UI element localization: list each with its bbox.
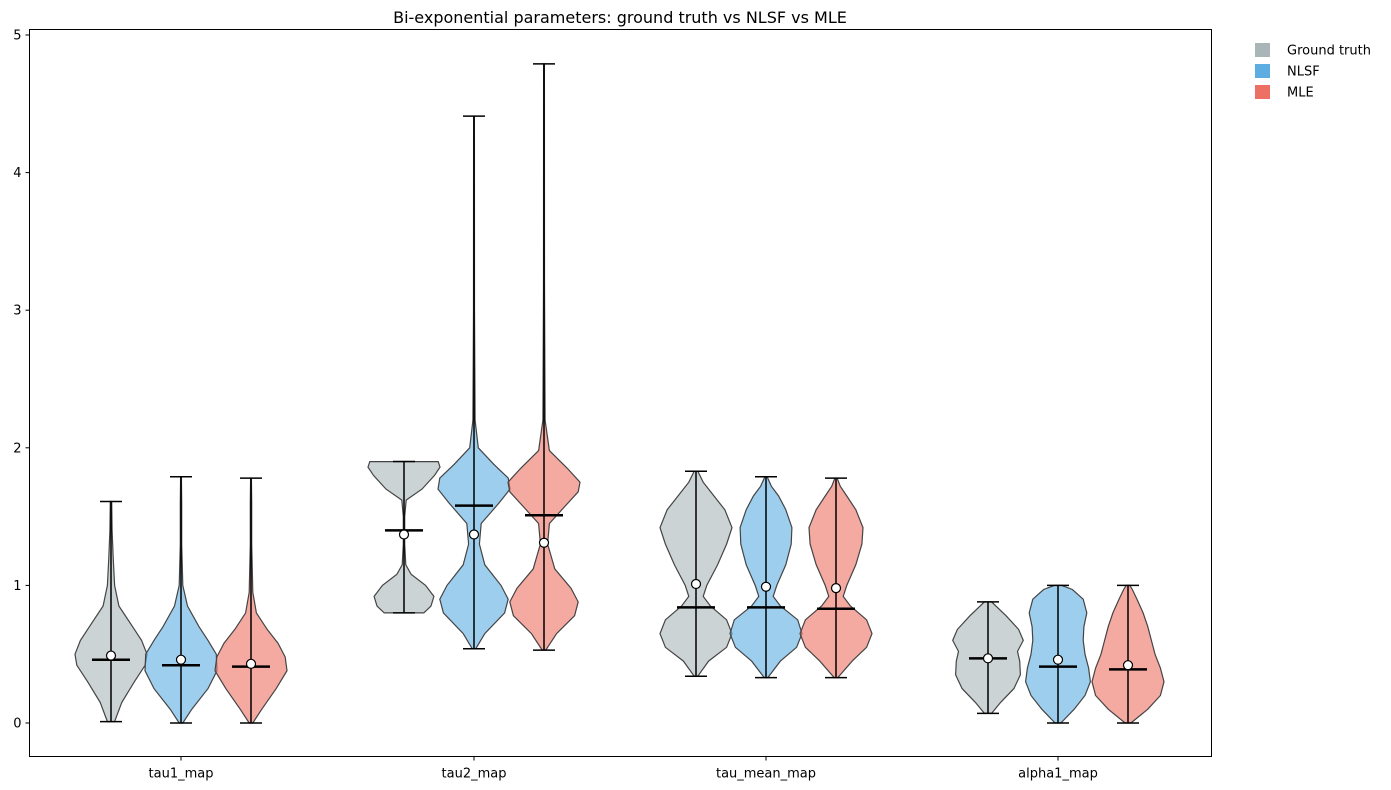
violin-tau_mean_map-nlsf [729, 475, 803, 679]
legend-label: NLSF [1287, 65, 1320, 80]
chart-title: Bi-exponential parameters: ground truth … [393, 8, 847, 27]
violin-mean-marker [468, 529, 480, 540]
violin-mean-marker [830, 583, 842, 594]
violin-tau2_map-nlsf [437, 115, 511, 650]
violin-alpha1_map-mle [1091, 584, 1165, 724]
y-tick-label: 0 [13, 717, 21, 732]
y-tick-label: 4 [13, 166, 21, 181]
x-tick-label: tau_mean_map [716, 767, 816, 782]
x-tick-label: tau1_map [149, 767, 214, 782]
y-tick-label: 5 [13, 29, 21, 44]
legend-swatch [1255, 64, 1270, 78]
violin-mean-marker [760, 581, 772, 592]
violin-tau_mean_map-ground-truth [659, 470, 733, 677]
violin-tau2_map-ground-truth [367, 460, 441, 614]
violin-alpha1_map-nlsf [1024, 584, 1092, 724]
legend-swatch [1255, 43, 1270, 57]
legend-label: MLE [1287, 86, 1314, 101]
legend-label: Ground truth [1287, 44, 1371, 59]
y-axis: 0 1 2 3 4 5 [13, 29, 30, 732]
plot-area-frame [29, 29, 1212, 757]
violin-mean-marker [538, 537, 550, 548]
violin-mean-marker [1052, 654, 1064, 665]
legend-swatch [1255, 85, 1270, 99]
legend: Ground truth NLSF MLE [1255, 43, 1371, 101]
violin-tau1_map-mle [214, 477, 288, 724]
violin-tau2_map-mle [507, 63, 581, 651]
violin-mean-marker [690, 578, 702, 590]
violin-mean-marker [398, 529, 410, 540]
violin-mean-marker [105, 650, 117, 661]
x-tick-label: alpha1_map [1018, 767, 1098, 782]
violin-tau1_map-ground-truth [74, 500, 148, 723]
x-axis: tau1_map tau2_map tau_mean_map alpha1_map [149, 756, 1098, 782]
violin-mean-marker [245, 658, 257, 669]
violin-tau1_map-nlsf [144, 475, 218, 724]
violin-mean-marker [1122, 660, 1134, 671]
y-tick-label: 2 [13, 441, 21, 456]
violin-alpha1_map-ground-truth [952, 601, 1024, 715]
violin-tau_mean_map-mle [799, 477, 873, 679]
violin-mean-marker [175, 654, 187, 665]
violin-mean-marker [982, 653, 994, 664]
y-tick-label: 3 [13, 304, 21, 319]
x-tick-label: tau2_map [442, 767, 507, 782]
violin-marks [74, 63, 1165, 724]
y-tick-label: 1 [13, 579, 21, 594]
